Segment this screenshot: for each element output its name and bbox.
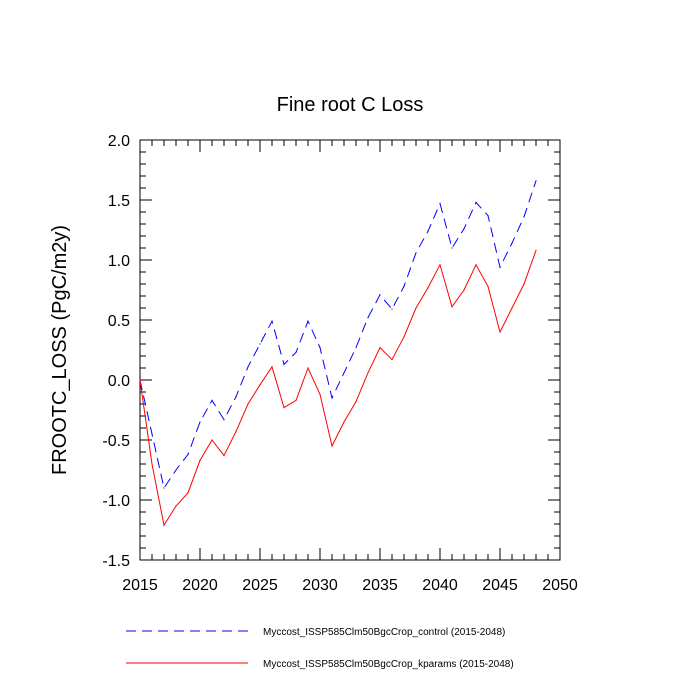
series-1-point [475,201,477,203]
legend: Myccost_ISSP585Clm50BgcCrop_control (201… [126,627,514,670]
series-1-point [283,363,285,365]
series-2-point [463,289,465,291]
series-1-point [487,215,489,217]
x-tick-label: 2025 [242,577,278,594]
x-tick-label: 2045 [482,577,518,594]
series-2-point [535,249,537,251]
series-2-point [331,445,333,447]
legend-label-2: Myccost_ISSP585Clm50BgcCrop_kparams (201… [263,659,514,670]
series-2-point [451,306,453,308]
plot-area: 2015 2020 2025 2030 2035 2040 2045 2050 -1.5 -1.0… [102,133,577,594]
series-2-point [475,264,477,266]
series-2-point [415,307,417,309]
series-1-point [403,285,405,287]
series-1-point [211,399,213,401]
series-1-point [271,320,273,322]
series-2-point [187,492,189,494]
series-1-point [319,347,321,349]
series-2-point [211,439,213,441]
series-1-point [223,419,225,421]
series-1-point [355,347,357,349]
series-1-point [331,397,333,399]
y-tick-label: 1.0 [108,253,130,270]
series-line-1 [139,180,537,490]
series-1-point [235,396,237,398]
series-2-point [295,399,297,401]
y-tick-label: 1.5 [108,193,130,210]
series-1-point [391,308,393,310]
series-1-point [187,453,189,455]
series-1-point [199,421,201,423]
series-2-point [235,431,237,433]
series-1-point [535,180,537,182]
series-1-point [451,247,453,249]
x-tick-label: 2035 [362,577,398,594]
series-1-point [247,366,249,368]
x-tick-label: 2020 [182,577,218,594]
series-1-point [511,242,513,244]
series-2-point [343,421,345,423]
series-2-point [499,331,501,333]
series-2-point [367,372,369,374]
series-2-point [271,366,273,368]
x-tick-label: 2050 [542,577,578,594]
y-tick-label: -0.5 [102,433,130,450]
series-1-point [343,372,345,374]
series-line-2 [139,250,537,527]
series-2-point [223,455,225,457]
series-1-point [415,252,417,254]
series-1-point [463,228,465,230]
plot-frame [139,139,561,561]
series-2-point [199,459,201,461]
series-2-point [439,264,441,266]
y-tick-label: 0.5 [108,313,130,330]
y-axis-label: FROOTC_LOSS (PgC/m2y) [49,225,71,475]
series-2-point [247,403,249,405]
y-tick-label: 0.0 [108,373,130,390]
series-2-point [139,379,141,381]
series-1-point [151,433,153,435]
y-tick-label: 2.0 [108,133,130,150]
series-2-point [163,524,165,526]
series-1-point [367,317,369,319]
legend-label-1: Myccost_ISSP585Clm50BgcCrop_control (201… [263,627,505,638]
series-2-point [391,359,393,361]
series-1-point [307,320,309,322]
series-2-point [487,285,489,287]
series-1-point [175,469,177,471]
series-2-point [379,347,381,349]
chart-title: Fine root C Loss [277,94,424,116]
series-2-point [307,367,309,369]
series-1-point [379,294,381,296]
series-1-point [523,216,525,218]
series-2-point [259,384,261,386]
series-2-point [403,336,405,338]
y-tick-label: -1.0 [102,493,130,510]
series-1-point [499,266,501,268]
x-tick-label: 2040 [422,577,458,594]
x-tick-label: 2030 [302,577,338,594]
series-2-point [151,463,153,465]
series-2-point [355,401,357,403]
y-tick-label: -1.5 [102,553,130,570]
series-1-point [427,230,429,232]
series-1-point [439,203,441,205]
series-1-point [163,487,165,489]
series-2-point [283,407,285,409]
series-1-point [259,343,261,345]
series-2-point [175,505,177,507]
series-1-point [295,351,297,353]
series-2-point [319,393,321,395]
series-2-point [511,307,513,309]
series-2-point [523,283,525,285]
series-2-point [427,287,429,289]
x-tick-label: 2015 [122,577,158,594]
